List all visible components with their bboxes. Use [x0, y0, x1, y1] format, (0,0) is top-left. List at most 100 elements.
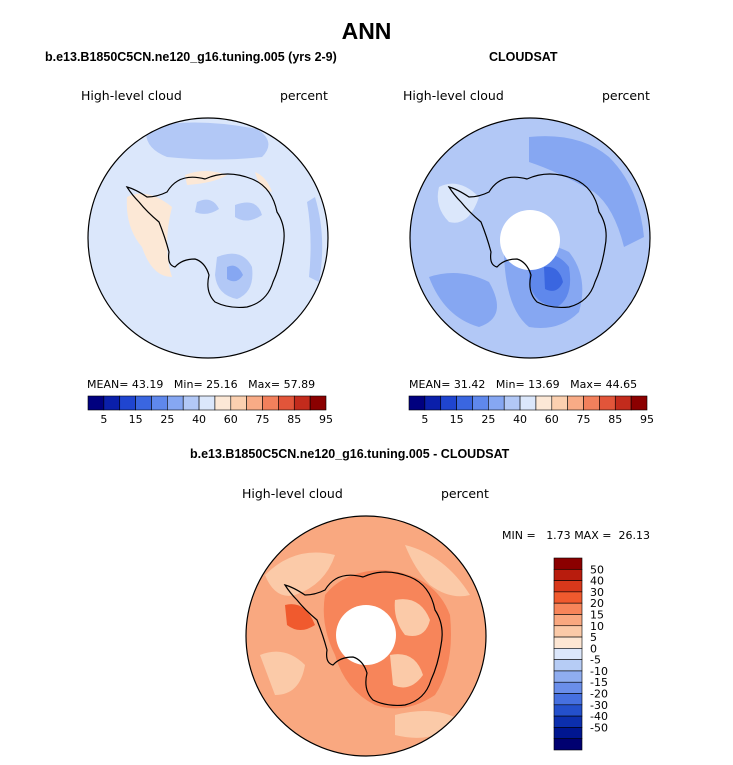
panel-3-colorbar-tick-label: 20 — [590, 597, 604, 610]
panel-1-colorbar-swatch — [87, 395, 105, 411]
panel-3-colorbar-swatch — [553, 681, 583, 694]
panel-1-colorbar-swatch — [167, 395, 184, 411]
panel-1-title: b.e13.B1850C5CN.ne120_g16.tuning.005 (yr… — [45, 50, 337, 64]
panel-3-colorbar-swatch — [553, 580, 583, 593]
panel-1-coastline — [125, 173, 285, 309]
panel-3-missing-data-cap — [336, 605, 396, 665]
panel-2-colorbar-swatch — [583, 395, 600, 411]
panel-3-colorbar-tick-label: 5 — [590, 631, 597, 644]
panel-3-field-region — [285, 604, 315, 630]
panel-1-field-region — [235, 202, 262, 221]
panel-2-colorbar-tick-label: 60 — [545, 413, 559, 426]
panel-3-colorbar-tick-label: 0 — [590, 642, 597, 655]
panel-3-stats: MIN = 1.73 MAX = 26.13 — [502, 529, 650, 542]
panel-3-colorbar-swatch — [553, 602, 583, 615]
panel-3-field-region — [390, 654, 423, 688]
panel-1-polar-map — [87, 117, 329, 359]
panel-3-colorbar-swatch — [553, 591, 583, 604]
panel-2-colorbar-tick-label: 15 — [450, 413, 464, 426]
panel-3-colorbar-swatch — [553, 715, 583, 728]
panel-1-field-region — [227, 265, 243, 282]
panel-2-min-value: 13.69 — [528, 378, 560, 391]
panel-3-colorbar-tick-label: 40 — [590, 575, 604, 588]
panel-1-colorbar-swatch — [230, 395, 247, 411]
panel-3-colorbar-tick-label: 10 — [590, 620, 604, 633]
panel-1-colorbar-swatch — [182, 395, 200, 411]
panel-2-field-region — [529, 136, 644, 247]
panel-2-mean-value: 31.42 — [453, 378, 486, 391]
panel-2-colorbar-tick-label: 75 — [577, 413, 591, 426]
panel-3-colorbar-swatch — [553, 625, 583, 638]
panel-2-colorbar-swatch — [408, 395, 426, 411]
panel-2-colorbar-swatch — [424, 395, 442, 411]
panel-3-colorbar-swatch — [553, 670, 583, 683]
panel-3-map-border — [245, 515, 487, 757]
panel-1-colorbar-tick-label: 25 — [160, 413, 174, 426]
panel-3-variable-label: High-level cloud — [242, 486, 343, 501]
panel-1-colorbar-swatch — [135, 395, 152, 411]
panel-2-colorbar-tick-label: 5 — [421, 413, 428, 426]
panel-1-colorbar-swatch — [103, 395, 121, 411]
panel-1-min-label: Min= — [173, 378, 203, 391]
panel-3-colorbar-tick-label: -40 — [590, 710, 608, 723]
panel-3-max-value: 26.13 — [618, 529, 650, 542]
panel-1-max-label: Max= — [248, 378, 281, 391]
panel-3-colorbar-tick-label: -15 — [590, 676, 608, 689]
panel-2-colorbar-tick-label: 25 — [481, 413, 495, 426]
panel-2-colorbar-tick-label: 85 — [608, 413, 622, 426]
panel-2-colorbar-swatch — [630, 395, 648, 411]
panel-2-colorbar-tick-label: 95 — [640, 413, 654, 426]
panel-1-colorbar-swatch — [198, 395, 216, 411]
panel-1-colorbar-swatch — [214, 395, 232, 411]
panel-1-colorbar-tick-label: 75 — [256, 413, 270, 426]
panel-3-units-label: percent — [441, 486, 489, 501]
panel-1-colorbar-tick-label: 40 — [192, 413, 206, 426]
panel-1-field-region — [307, 197, 323, 282]
panel-1-min-value: 25.16 — [206, 378, 238, 391]
panel-3-min-label: MIN = — [502, 529, 536, 542]
panel-1-mean-label: MEAN= — [87, 378, 129, 391]
panel-2-stats: MEAN= 31.42 Min= 13.69 Max= 44.65 — [409, 378, 637, 391]
panel-1-colorbar-swatch — [262, 395, 279, 411]
panel-3-title: b.e13.B1850C5CN.ne120_g16.tuning.005 - C… — [190, 447, 510, 461]
panel-3-colorbar-swatch — [553, 557, 583, 570]
panel-1-colorbar-tick-label: 95 — [319, 413, 333, 426]
panel-2-coastline — [447, 173, 607, 309]
panel-3-field-region — [405, 545, 470, 597]
panel-2-colorbar-swatch — [503, 395, 521, 411]
page-title: ANN — [341, 18, 392, 44]
panel-2-min-label: Min= — [495, 378, 525, 391]
panel-1-field-region — [255, 172, 272, 192]
panel-2-polar-map — [409, 117, 651, 359]
panel-2-units-label: percent — [602, 88, 650, 103]
panel-2-colorbar-swatch — [456, 395, 473, 411]
panel-3-field-region — [260, 651, 305, 695]
panel-2-field-region — [437, 183, 479, 223]
panel-3-colorbar-tick-label: -10 — [590, 665, 608, 678]
panel-3-colorbar-swatch — [553, 648, 583, 660]
panel-2-max-label: Max= — [570, 378, 603, 391]
panel-1-field-region — [146, 122, 269, 160]
panel-2-colorbar-swatch — [472, 395, 489, 411]
panel-3-colorbar-tick-label: 50 — [590, 563, 604, 576]
panel-1-colorbar-swatch — [309, 395, 327, 411]
panel-1-variable-label: High-level cloud — [81, 88, 182, 103]
panel-3-colorbar-swatch — [553, 568, 583, 581]
panel-2-colorbar-swatch — [519, 395, 537, 411]
panel-2-variable-label: High-level cloud — [403, 88, 504, 103]
panel-3-coastline — [283, 571, 443, 707]
panel-2-missing-data-cap — [500, 210, 560, 270]
panel-1-colorbar-swatch — [119, 395, 136, 411]
panel-1-colorbar-swatch — [278, 395, 295, 411]
panel-2-colorbar-swatch — [567, 395, 584, 411]
panel-3-colorbar-swatch — [553, 704, 583, 717]
panel-3-colorbar-tick-label: -30 — [590, 699, 608, 712]
panel-3-colorbar-tick-label: -5 — [590, 654, 601, 667]
panel-1-colorbar-swatch — [246, 395, 263, 411]
panel-1-colorbar-swatch — [151, 395, 168, 411]
panel-2-colorbar-swatch — [614, 395, 632, 411]
panel-2-max-value: 44.65 — [605, 378, 638, 391]
panel-3-max-label: MAX = — [574, 529, 612, 542]
panel-3-colorbar-tick-label: -50 — [590, 721, 608, 734]
